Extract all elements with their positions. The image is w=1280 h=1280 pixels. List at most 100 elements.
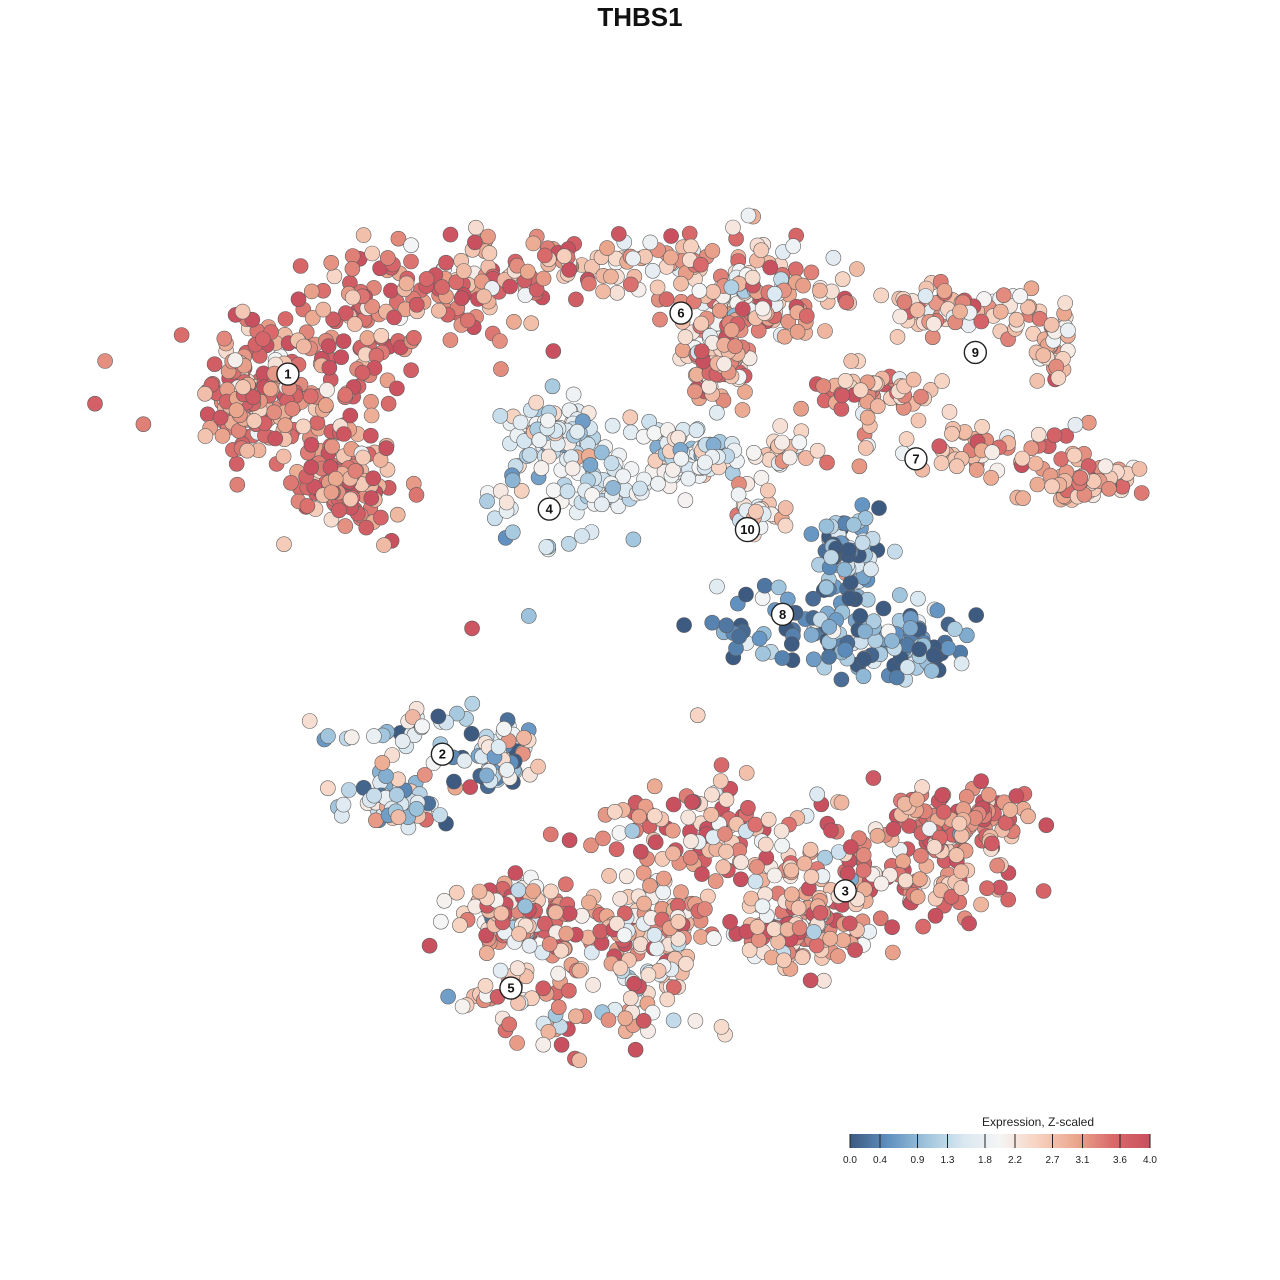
cell-point-cluster-7 [1081, 414, 1097, 431]
cell-point-cluster-8 [718, 617, 735, 634]
cell-point-cluster-5 [561, 982, 577, 999]
cell-point-cluster-5 [626, 975, 642, 992]
cell-point-cluster-6 [849, 261, 865, 277]
cell-point-cluster-3 [631, 808, 647, 825]
cell-point-cluster-1 [206, 356, 223, 373]
cell-point-cluster-6 [467, 234, 483, 251]
cell-point-cluster-6 [687, 383, 703, 400]
cell-point-cluster-5 [478, 945, 495, 962]
cell-point-cluster-3 [732, 871, 749, 888]
cell-point-cluster-6 [803, 264, 820, 281]
cell-point-cluster-6 [581, 275, 597, 292]
cluster-label-text: 2 [439, 747, 446, 762]
cell-point-cluster-8 [676, 617, 692, 633]
cell-point-cluster-3 [842, 839, 859, 855]
cell-point-cluster-1 [245, 389, 262, 406]
cell-point-cluster-4 [665, 462, 681, 478]
cell-point-cluster-6 [663, 228, 679, 244]
cell-point-cluster-3 [707, 873, 724, 889]
cell-point-cluster-3 [812, 904, 829, 921]
cell-point-cluster-2 [366, 787, 382, 804]
cell-point-cluster-3 [751, 932, 767, 948]
cell-point-cluster-3 [961, 915, 977, 932]
cell-point-cluster-4 [540, 412, 556, 429]
cell-point-cluster-5 [448, 884, 465, 901]
cell-point-cluster-3 [791, 920, 808, 936]
cell-point-cluster-1 [303, 459, 320, 476]
cell-point-cluster-7 [1066, 447, 1083, 464]
cell-point-cluster-3 [935, 804, 952, 820]
cell-point-cluster-5 [421, 937, 438, 954]
cell-point-cluster-9 [1008, 311, 1025, 328]
cell-point-cluster-10 [798, 450, 814, 466]
cell-point-cluster-4 [512, 414, 529, 431]
cell-point-cluster-1 [333, 349, 350, 366]
cell-point-cluster-7 [1072, 469, 1089, 486]
cell-point-cluster-2 [388, 786, 405, 803]
cell-point-cluster-3 [855, 862, 872, 879]
cell-point-cluster-8 [821, 648, 837, 665]
cell-point-cluster-9 [1050, 370, 1067, 386]
cell-point-cluster-5 [581, 894, 597, 911]
cell-point-cluster-3 [583, 837, 599, 854]
cell-point-cluster-10 [809, 442, 826, 459]
cell-point-cluster-8 [863, 561, 879, 578]
cell-point-cluster-3 [1002, 802, 1019, 818]
cell-point-cluster-8 [856, 651, 873, 667]
cell-point-cluster-1 [246, 413, 263, 429]
cell-point-cluster-3 [718, 843, 734, 860]
cell-point-cluster-1 [276, 536, 292, 553]
cell-point-cluster-1 [295, 338, 312, 355]
cell-point-cluster-1 [284, 401, 301, 417]
cell-point-cluster-1 [476, 288, 492, 305]
cell-point-cluster-2 [464, 695, 481, 712]
cell-point-cluster-3 [895, 853, 911, 870]
cell-point-cluster-1 [344, 260, 361, 277]
cell-point-cluster-1 [331, 502, 347, 519]
cell-point-cluster-9 [917, 288, 934, 304]
cell-point-cluster-1 [342, 491, 359, 508]
cell-point-cluster-4 [632, 480, 648, 497]
cell-point-cluster-5 [609, 915, 625, 932]
cell-point-cluster-1 [492, 333, 508, 349]
cell-point-cluster-3 [802, 972, 819, 989]
cell-point-cluster-9 [889, 329, 906, 345]
cell-point-cluster-3 [754, 898, 771, 915]
cell-point-cluster-5 [585, 977, 601, 993]
cell-point-cluster-2 [394, 733, 411, 750]
cell-point-cluster-3 [901, 818, 918, 834]
cell-point-cluster-3 [1038, 817, 1055, 834]
cell-point-cluster-6 [762, 259, 779, 276]
cell-point-cluster-5 [646, 927, 663, 943]
cell-point-cluster-5 [454, 998, 471, 1015]
points-layer [87, 207, 1150, 1069]
cell-point-cluster-8 [841, 590, 858, 607]
cell-point-cluster-6 [536, 247, 553, 264]
cell-point-cluster-1 [275, 448, 292, 465]
cell-point-cluster-8 [845, 516, 862, 533]
cell-point-cluster-1 [228, 402, 245, 419]
cell-point-cluster-1 [403, 362, 419, 379]
cell-point-cluster-5 [452, 917, 468, 934]
cell-point-cluster-1 [197, 385, 213, 402]
cell-point-cluster-3 [749, 859, 765, 875]
cell-point-cluster-1 [295, 418, 312, 435]
cell-point-cluster-7 [819, 454, 835, 471]
cell-point-cluster-1 [212, 409, 229, 426]
cell-point-cluster-3 [646, 778, 663, 795]
cell-point-cluster-10 [774, 434, 790, 451]
cell-point-cluster-5 [541, 936, 558, 952]
cell-point-cluster-10 [791, 434, 808, 451]
cell-point-cluster-1 [303, 283, 320, 300]
cell-point-cluster-5 [571, 1052, 588, 1069]
cell-point-cluster-3 [885, 821, 902, 837]
cell-point-cluster-6 [744, 269, 761, 286]
cell-point-cluster-9 [896, 294, 913, 310]
cell-point-cluster-3 [682, 849, 699, 866]
cell-point-cluster-2 [320, 728, 336, 744]
cell-point-cluster-7 [857, 440, 874, 456]
cell-point-cluster-2 [404, 709, 421, 725]
cluster-label-7: 7 [904, 447, 928, 471]
cell-point-cluster-9 [1043, 316, 1060, 333]
cell-point-cluster-5 [670, 931, 687, 947]
